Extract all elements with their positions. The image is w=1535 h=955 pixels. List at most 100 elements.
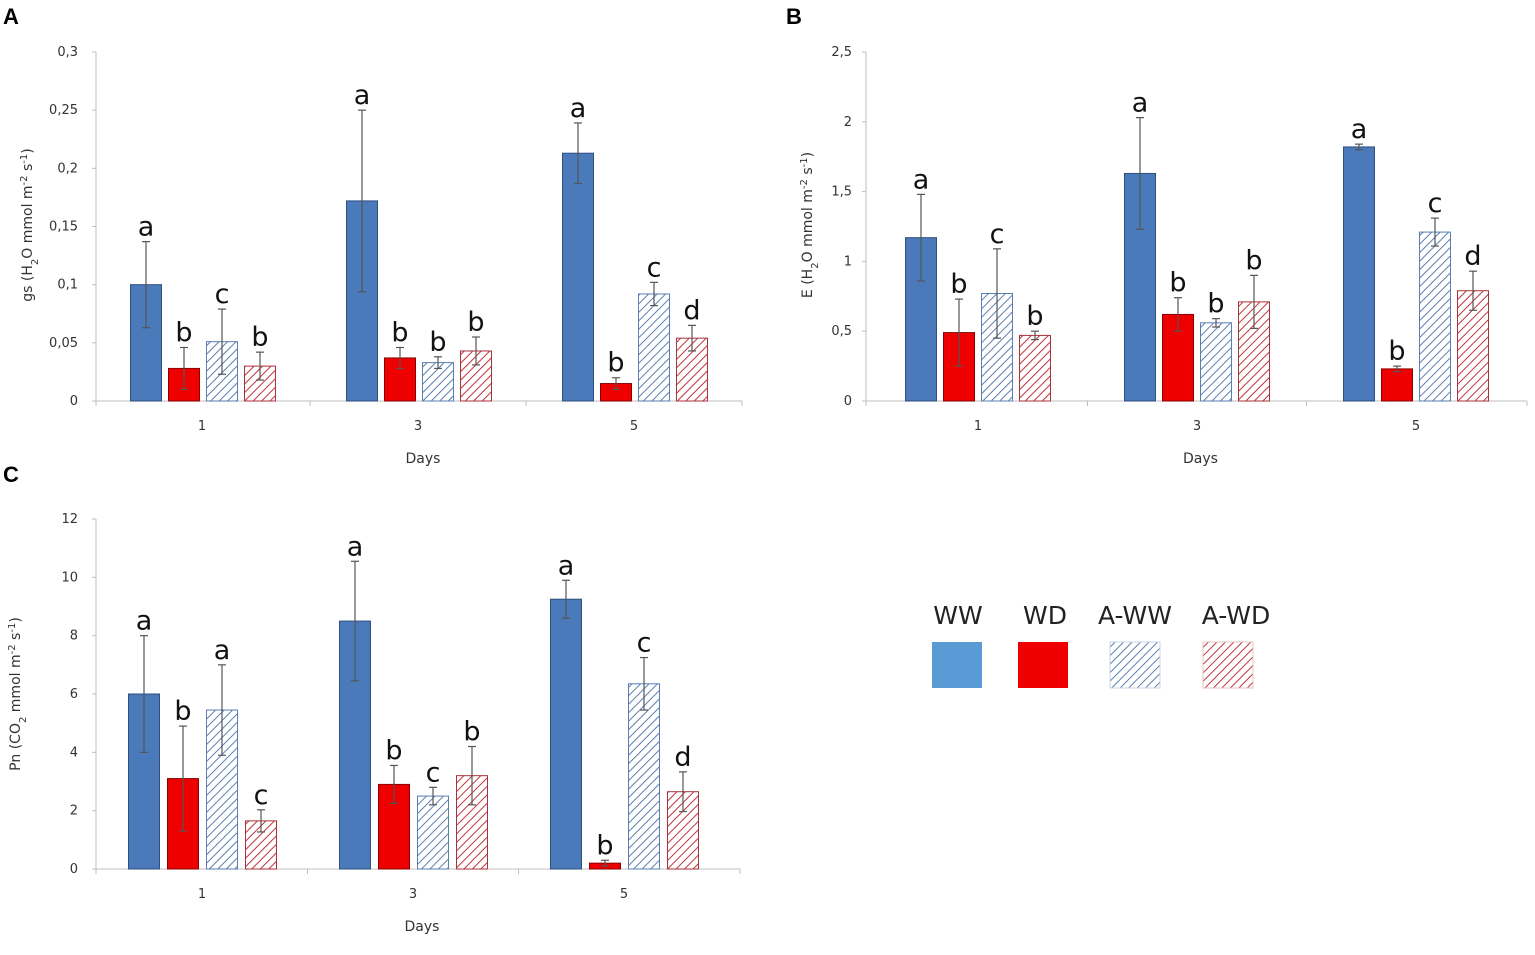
- bar-a-wd-a-0: [244, 365, 276, 402]
- y-axis-title-part: O mmol m: [800, 189, 816, 262]
- x-axis-title-c: Days: [405, 919, 440, 935]
- y-axis-title-part: -2: [19, 175, 30, 185]
- bar-a-ww-c-2: [628, 683, 660, 870]
- sig-letter-ww-c-2: a: [558, 550, 575, 581]
- sig-letter-wd-c-2: b: [596, 830, 613, 861]
- y-tick-label-a-3: 0,15: [49, 220, 78, 235]
- x-tick-label-b-2: 5: [1412, 419, 1420, 434]
- y-axis-title-part: 2: [18, 717, 29, 723]
- legend-swatch-ww: [932, 642, 982, 688]
- sig-letter-a-wd-b-1: b: [1245, 245, 1262, 276]
- y-axis-title-part: ): [800, 152, 816, 157]
- y-tick-label-a-0: 0: [70, 394, 78, 409]
- y-tick-label-b-4: 2: [844, 115, 852, 130]
- y-axis-title-part: O mmol m: [20, 185, 36, 258]
- y-tick-label-b-1: 0,5: [831, 324, 852, 339]
- y-axis-title-part: -1: [799, 157, 810, 167]
- y-axis-title-a: gs (H2O mmol m-2 s-1): [19, 148, 41, 301]
- legend: WW WD A-WW A-WD: [932, 601, 1271, 689]
- y-axis-title-part: s: [800, 167, 816, 179]
- y-tick-label-a-1: 0,05: [49, 336, 78, 351]
- bar-a-ww-b-2: [1419, 231, 1451, 402]
- y-tick-label-b-0: 0: [844, 394, 852, 409]
- sig-letter-wd-c-0: b: [174, 696, 191, 727]
- chart-panel-a: 0 0,05 0,1 0,15 0,2 0,25 0,3 1 3 5 Days gs (H2O mmo…: [19, 45, 743, 467]
- sig-letter-a-wd-c-0: c: [254, 780, 269, 811]
- sig-letter-ww-a-0: a: [138, 212, 155, 243]
- sig-letter-ww-b-2: a: [1351, 114, 1368, 145]
- sig-letter-a-wd-c-1: b: [463, 717, 480, 748]
- y-axis-title-part: 2: [30, 259, 41, 265]
- sig-letter-a-ww-c-0: a: [214, 635, 231, 666]
- sig-letter-a-ww-b-0: c: [990, 219, 1005, 250]
- sig-letter-ww-c-1: a: [347, 531, 364, 562]
- x-tick-label-c-0: 1: [198, 887, 206, 902]
- y-axis-title-part: s: [20, 164, 36, 176]
- legend-label-a-wd: A-WD: [1202, 601, 1271, 630]
- y-axis-title-part: ): [20, 148, 36, 153]
- legend-label-a-ww: A-WW: [1098, 601, 1172, 630]
- bar-wd-b-2: [1381, 368, 1413, 402]
- sig-letter-wd-a-2: b: [607, 348, 624, 379]
- bar-ww-b-2: [1343, 146, 1375, 402]
- bar-a-ww-b-1: [1200, 322, 1232, 402]
- y-axis-title-part: -2: [7, 644, 18, 654]
- panel-letter-b: B: [786, 4, 802, 29]
- sig-letter-wd-a-1: b: [391, 317, 408, 348]
- y-tick-label-c-6: 12: [61, 512, 78, 527]
- bar-ww-c-2: [550, 598, 582, 870]
- x-tick-label-a-0: 1: [198, 419, 206, 434]
- y-tick-label-b-2: 1: [844, 254, 852, 269]
- y-tick-label-c-4: 8: [70, 629, 78, 644]
- sig-letter-ww-b-1: a: [1132, 88, 1149, 119]
- sig-letter-ww-a-1: a: [354, 80, 371, 111]
- y-axis-title-part: 2: [810, 262, 821, 268]
- y-axis-title-part: E (H: [800, 269, 816, 298]
- y-tick-label-c-5: 10: [61, 570, 78, 585]
- y-tick-label-b-5: 2,5: [831, 45, 852, 60]
- x-tick-label-c-1: 3: [409, 887, 417, 902]
- sig-letter-wd-c-1: b: [385, 735, 402, 766]
- x-axis-title-a: Days: [406, 451, 441, 467]
- x-tick-label-a-2: 5: [630, 419, 638, 434]
- legend-label-wd: WD: [1023, 601, 1067, 630]
- y-tick-label-c-0: 0: [70, 862, 78, 877]
- bar-ww-a-2: [562, 152, 594, 402]
- y-tick-label-a-2: 0,1: [57, 278, 78, 293]
- sig-letter-a-ww-a-2: c: [647, 252, 662, 283]
- sig-letter-a-ww-a-0: c: [215, 279, 230, 310]
- sig-letter-a-wd-a-1: b: [467, 307, 484, 338]
- legend-label-ww: WW: [933, 601, 982, 630]
- sig-letter-a-ww-c-2: c: [637, 628, 652, 659]
- y-tick-label-c-1: 2: [70, 804, 78, 819]
- sig-letter-a-ww-b-1: b: [1207, 289, 1224, 320]
- sig-letter-wd-b-1: b: [1169, 268, 1186, 299]
- x-tick-label-b-1: 3: [1193, 419, 1201, 434]
- panel-letter-a: A: [3, 4, 19, 29]
- y-axis-title-part: gs (H: [20, 265, 36, 302]
- sig-letter-a-ww-c-1: c: [426, 757, 441, 788]
- y-tick-label-a-5: 0,25: [49, 103, 78, 118]
- y-tick-label-c-3: 6: [70, 687, 78, 702]
- sig-letter-a-wd-a-0: b: [251, 322, 268, 353]
- y-axis-title-part: mmol m: [8, 654, 24, 716]
- y-tick-label-a-4: 0,2: [57, 161, 78, 176]
- bar-a-ww-a-2: [638, 293, 670, 402]
- legend-swatch-wd: [1018, 642, 1068, 688]
- y-axis-title-part: ): [8, 617, 24, 622]
- panel-letter-c: C: [3, 462, 19, 487]
- y-axis-title-c: Pn (CO2 mmol m-2 s-1): [7, 617, 29, 771]
- y-tick-label-a-6: 0,3: [57, 45, 78, 60]
- x-tick-label-a-1: 3: [414, 419, 422, 434]
- y-axis-title-part: -1: [7, 623, 18, 633]
- sig-letter-a-wd-b-0: b: [1026, 301, 1043, 332]
- sig-letter-ww-c-0: a: [136, 606, 153, 637]
- bar-a-ww-c-1: [417, 795, 449, 870]
- y-tick-label-c-2: 4: [70, 745, 78, 760]
- legend-swatch-a-wd: [1202, 641, 1254, 689]
- y-axis-title-part: -2: [799, 179, 810, 189]
- x-tick-label-b-0: 1: [974, 419, 982, 434]
